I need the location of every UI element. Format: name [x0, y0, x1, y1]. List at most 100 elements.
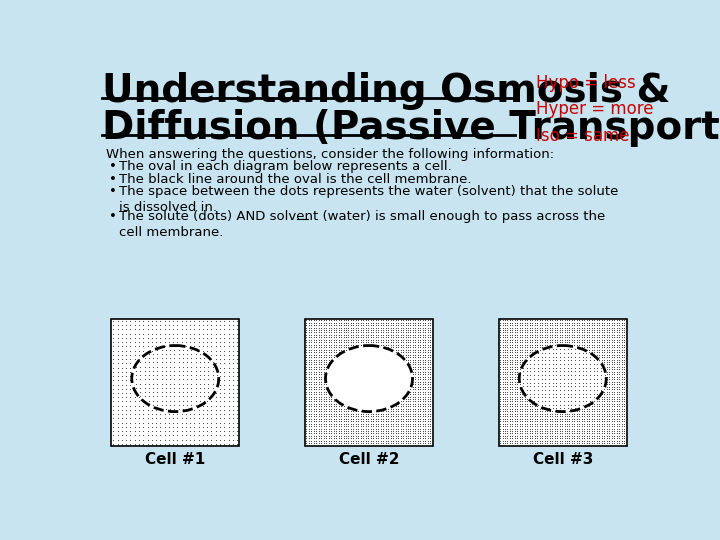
- Point: [536, 417, 548, 426]
- Point: [539, 374, 551, 383]
- Point: [512, 316, 523, 325]
- Point: [323, 326, 334, 334]
- Point: [504, 335, 516, 344]
- Point: [358, 422, 369, 430]
- Point: [541, 407, 553, 416]
- Point: [120, 316, 132, 325]
- Point: [611, 348, 622, 356]
- Point: [621, 326, 632, 334]
- Point: [422, 373, 433, 381]
- Point: [415, 370, 426, 379]
- Point: [360, 316, 372, 325]
- Point: [616, 370, 627, 379]
- Point: [348, 414, 359, 423]
- Point: [323, 323, 334, 332]
- Point: [363, 412, 374, 421]
- Point: [551, 393, 562, 402]
- Point: [231, 397, 243, 406]
- Point: [564, 439, 575, 448]
- Point: [420, 382, 431, 391]
- Point: [318, 350, 330, 359]
- Point: [390, 402, 401, 411]
- Point: [365, 340, 377, 349]
- Point: [215, 372, 226, 380]
- Point: [507, 363, 518, 372]
- Point: [308, 422, 320, 430]
- Point: [616, 333, 627, 342]
- Point: [372, 439, 384, 448]
- Point: [502, 382, 513, 391]
- Point: [186, 405, 197, 414]
- Point: [330, 422, 342, 430]
- Point: [412, 431, 423, 440]
- Point: [150, 431, 162, 440]
- Point: [519, 424, 531, 433]
- Point: [613, 340, 625, 349]
- Point: [593, 321, 605, 329]
- Point: [519, 412, 531, 421]
- Point: [531, 335, 543, 344]
- Point: [336, 338, 347, 347]
- Point: [531, 343, 543, 352]
- Point: [333, 316, 344, 325]
- Point: [608, 424, 620, 433]
- Point: [130, 362, 142, 371]
- Point: [387, 316, 399, 325]
- Point: [323, 328, 334, 337]
- Point: [502, 402, 513, 411]
- Point: [562, 338, 573, 347]
- Point: [499, 357, 510, 366]
- Point: [303, 382, 315, 391]
- Point: [168, 392, 180, 401]
- Point: [116, 338, 127, 347]
- Point: [120, 380, 132, 389]
- Point: [408, 439, 419, 448]
- Point: [536, 382, 547, 390]
- Point: [562, 352, 573, 361]
- Point: [598, 385, 610, 394]
- Point: [129, 334, 140, 342]
- Point: [313, 377, 325, 386]
- Point: [336, 417, 347, 426]
- Point: [544, 367, 555, 376]
- Point: [385, 427, 397, 435]
- Point: [521, 353, 533, 361]
- Point: [370, 419, 382, 428]
- Point: [341, 427, 352, 435]
- Point: [355, 442, 366, 450]
- Point: [313, 340, 325, 349]
- Point: [168, 375, 180, 384]
- Point: [308, 392, 320, 401]
- Point: [303, 321, 315, 329]
- Point: [405, 417, 416, 426]
- Point: [504, 363, 516, 372]
- Point: [408, 318, 419, 327]
- Point: [360, 429, 372, 438]
- Point: [325, 442, 337, 450]
- Point: [616, 427, 627, 435]
- Point: [358, 434, 369, 443]
- Point: [410, 357, 421, 366]
- Point: [417, 395, 428, 403]
- Point: [184, 321, 196, 329]
- Point: [405, 343, 416, 352]
- Point: [325, 348, 337, 356]
- Point: [402, 333, 414, 342]
- Point: [363, 414, 374, 423]
- Point: [551, 363, 562, 372]
- Point: [320, 429, 332, 438]
- Point: [412, 316, 423, 325]
- Point: [377, 417, 389, 426]
- Point: [558, 389, 570, 398]
- Point: [574, 328, 585, 337]
- Point: [601, 385, 613, 394]
- Point: [333, 402, 344, 411]
- Point: [167, 440, 179, 448]
- Point: [300, 373, 312, 381]
- Point: [189, 325, 200, 334]
- Point: [573, 397, 585, 406]
- Point: [143, 375, 155, 384]
- Point: [150, 325, 162, 334]
- Point: [377, 330, 389, 339]
- Point: [502, 414, 513, 423]
